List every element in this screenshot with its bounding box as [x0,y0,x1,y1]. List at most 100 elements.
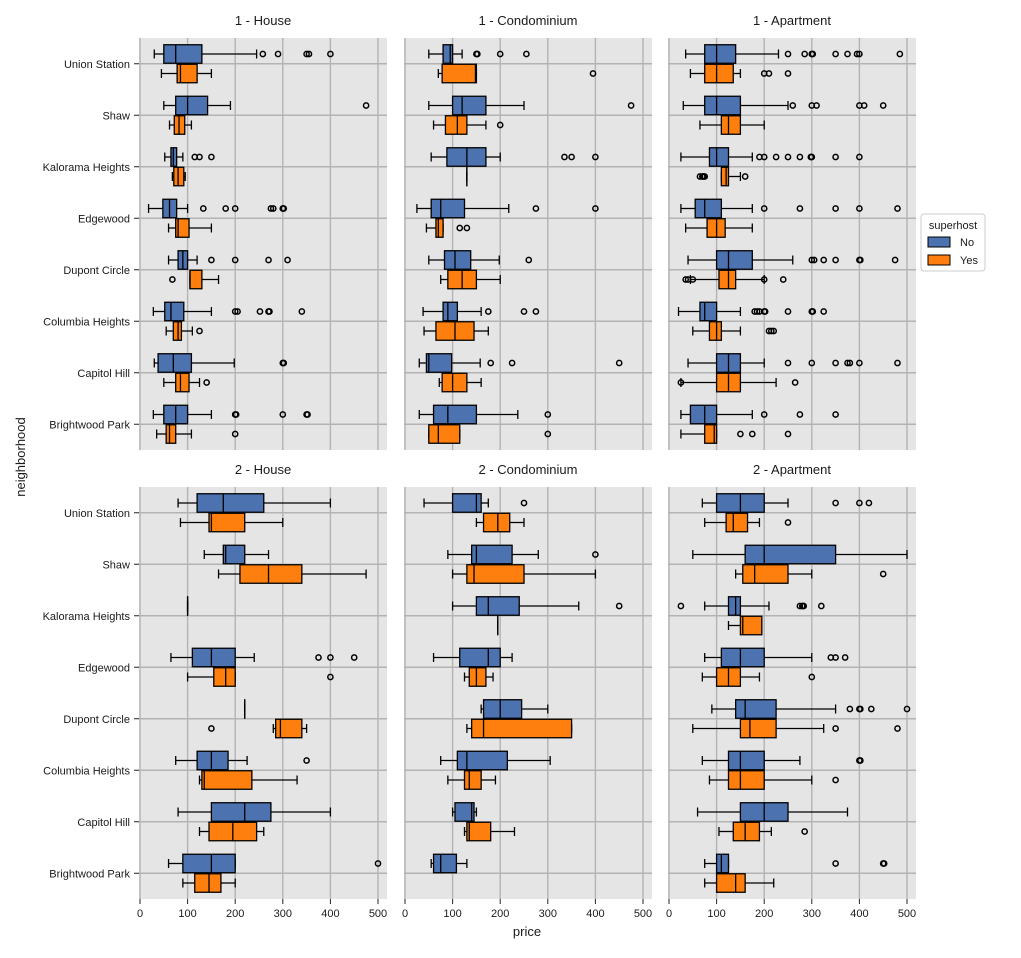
box-iqr [197,751,228,770]
box-iqr [695,199,721,218]
x-tick-label: 400 [321,908,339,920]
box-iqr [476,597,519,616]
panel-title: 1 - House [235,13,291,28]
x-tick-label: 300 [539,908,557,920]
box-iqr [705,96,741,115]
box-iqr [721,116,740,135]
panel-title: 1 - Apartment [753,13,831,28]
legend-swatch-no [928,237,950,247]
box-iqr [434,854,457,873]
panel-background [404,38,652,450]
box-iqr [719,270,736,289]
y-tick-label: Edgewood [78,662,130,674]
panel-title: 1 - Condominium [479,13,578,28]
panel-background [139,487,387,899]
box-yes [467,719,572,738]
box-iqr [740,616,761,635]
box-iqr [442,373,467,392]
legend: superhost No Yes [921,214,985,271]
box-iqr [211,803,271,822]
y-tick-label: Brightwood Park [49,868,130,880]
x-tick-label: 100 [443,908,461,920]
y-axis-label: neighborhood [13,417,28,497]
y-tick-label: Capitol Hill [77,368,130,380]
y-tick-label: Brightwood Park [49,419,130,431]
box-iqr [164,45,202,64]
y-tick-label: Shaw [102,110,130,122]
box-iqr [190,270,202,289]
box-iqr [173,322,181,341]
x-tick-label: 300 [274,908,292,920]
box-iqr [197,494,264,513]
x-tick-label: 300 [803,908,821,920]
x-axis-label: price [513,924,541,939]
box-iqr [223,545,244,564]
y-tick-label: Union Station [64,508,130,520]
box-iqr [709,322,721,341]
box-iqr [472,719,572,738]
legend-title: superhost [929,220,977,232]
box-iqr [158,354,191,373]
box-iqr [443,302,457,321]
legend-label-yes: Yes [960,255,978,267]
box-iqr [717,854,729,873]
y-tick-label: Capitol Hill [77,817,130,829]
box-iqr [460,648,500,667]
box-iqr [745,545,835,564]
box-iqr [457,751,507,770]
y-tick-label: Columbia Heights [43,316,130,328]
box-iqr [729,771,765,790]
box-iqr [429,425,460,444]
box-iqr [717,874,746,893]
box-iqr [740,719,776,738]
box-iqr [183,854,235,873]
box-iqr [465,771,482,790]
box-iqr [690,405,716,424]
box-yes [200,822,264,841]
box-iqr [434,405,477,424]
box-iqr [729,597,741,616]
box-iqr [240,565,302,584]
y-tick-label: Dupont Circle [63,265,130,277]
box-no [453,803,477,822]
box-iqr [276,719,302,738]
box-yes [172,167,185,186]
box-iqr [467,822,491,841]
box-iqr [442,64,476,83]
box-iqr [426,354,451,373]
y-tick-label: Edgewood [78,213,130,225]
box-iqr [705,64,734,83]
panel-background [404,487,652,899]
box-iqr [472,545,512,564]
box-iqr [721,648,764,667]
y-tick-label: Kalorama Heights [43,162,131,174]
panel-title: 2 - Condominium [479,462,578,477]
box-iqr [431,199,464,218]
box-iqr [165,302,184,321]
x-tick-label: 400 [850,908,868,920]
box-iqr [166,425,176,444]
box-iqr [214,668,235,687]
box-iqr [700,302,717,321]
legend-label-no: No [960,237,974,249]
box-iqr [443,45,453,64]
box-iqr [174,167,184,186]
box-iqr [202,771,252,790]
box-iqr [469,668,486,687]
box-iqr [195,874,221,893]
x-tick-label: 500 [634,908,652,920]
panel-title: 2 - House [235,462,291,477]
box-iqr [445,251,471,270]
box-iqr [209,513,245,532]
box-iqr [176,373,189,392]
x-tick-label: 0 [402,908,408,920]
box-iqr [436,219,443,238]
box-iqr [721,167,728,186]
y-tick-label: Dupont Circle [63,714,130,726]
